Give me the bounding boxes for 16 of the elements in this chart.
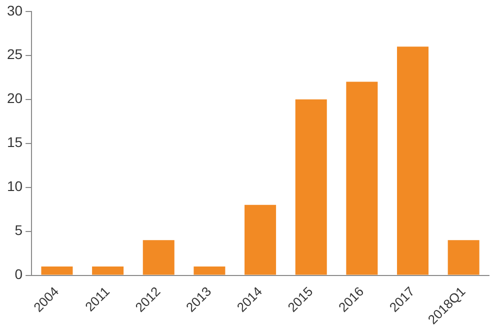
y-tick-label: 0 [14,266,23,282]
bar [92,266,124,275]
y-tick-label: 5 [14,222,23,238]
bar [194,266,226,275]
y-tick-label: 15 [6,134,23,150]
y-tick-label: 20 [6,90,23,106]
bar [448,240,480,275]
y-tick-label: 30 [6,2,23,18]
bar [41,266,73,275]
bar [346,82,378,275]
bar [142,240,174,275]
y-tick-label: 25 [6,46,23,62]
bar [397,46,429,275]
y-tick-label: 10 [6,178,23,194]
bar [295,99,327,275]
bar [244,204,276,275]
